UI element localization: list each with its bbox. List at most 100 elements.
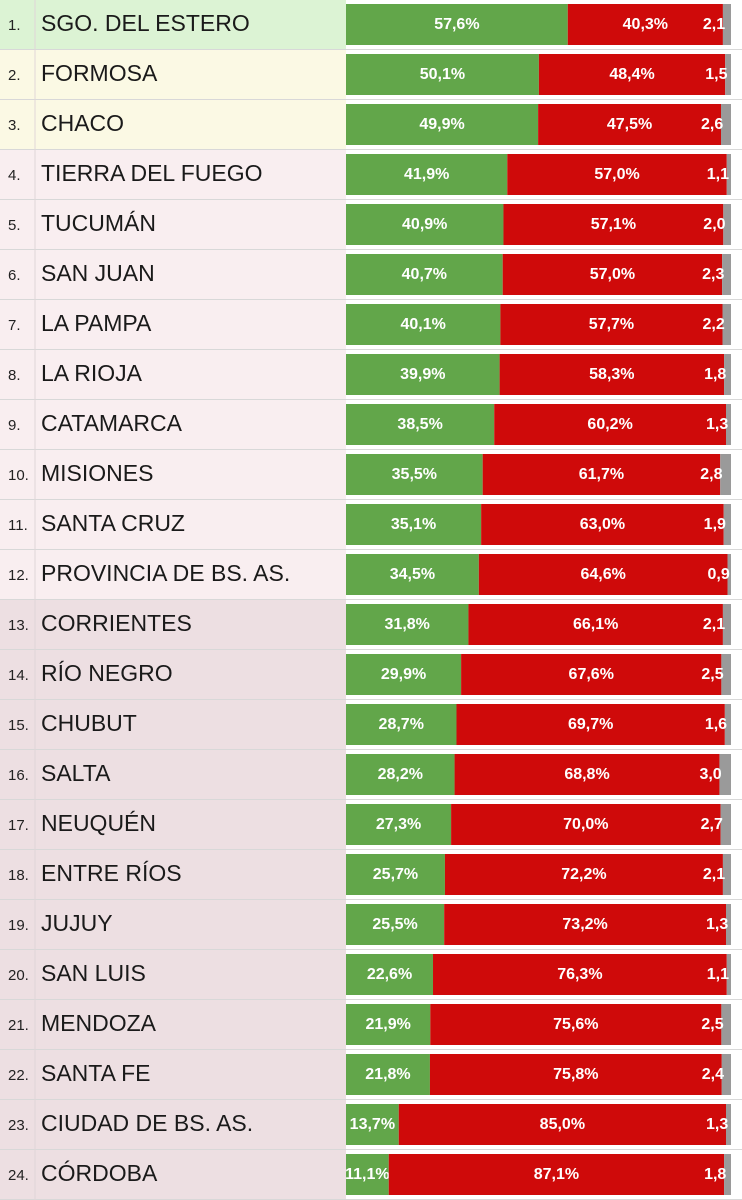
province-name: CORRIENTES	[41, 610, 192, 636]
bar-segment	[494, 404, 726, 445]
bar-segment	[346, 204, 504, 245]
bar-segment	[725, 904, 731, 945]
value-label: 57,7%	[589, 316, 634, 333]
rank-label: 3.	[8, 117, 21, 134]
province-name: ENTRE RÍOS	[41, 860, 182, 886]
value-label: 21,8%	[365, 1066, 410, 1083]
row-background	[0, 300, 346, 350]
row-background	[0, 250, 346, 300]
value-label: 35,5%	[392, 466, 437, 483]
bar-segment	[346, 804, 452, 845]
bar-segment	[724, 704, 731, 745]
value-label: 35,1%	[391, 516, 436, 533]
row-background	[0, 550, 346, 600]
value-label: 58,3%	[589, 366, 634, 383]
value-label: 1,6	[705, 716, 727, 733]
rank-label: 5.	[8, 217, 21, 234]
bar-segment	[346, 404, 495, 445]
value-label: 69,7%	[568, 716, 613, 733]
value-label: 61,7%	[579, 466, 624, 483]
rank-label: 2.	[8, 67, 21, 84]
value-label: 1,8	[704, 366, 726, 383]
bar-segment	[346, 454, 483, 495]
value-label: 63,0%	[580, 516, 625, 533]
bar-segment	[346, 754, 455, 795]
rank-label: 23.	[8, 1117, 29, 1134]
bar-segment	[346, 854, 445, 895]
province-name: LA PAMPA	[41, 310, 152, 336]
bar-segment	[722, 254, 731, 295]
value-label: 25,5%	[372, 916, 417, 933]
bar-segment	[346, 1154, 389, 1195]
value-label: 48,4%	[609, 66, 654, 83]
value-label: 2,1	[703, 16, 725, 33]
province-name: LA RIOJA	[41, 360, 143, 386]
bar-segment	[346, 1104, 399, 1145]
province-name: CHACO	[41, 110, 124, 136]
value-label: 0,9	[708, 566, 730, 583]
value-label: 34,5%	[390, 566, 435, 583]
row-background	[0, 450, 346, 500]
bar-segment	[499, 354, 725, 395]
bar-segment	[398, 1104, 726, 1145]
bar-segment	[429, 1054, 722, 1095]
rank-label: 8.	[8, 367, 21, 384]
bar-segment	[461, 654, 722, 695]
value-label: 2,0	[703, 216, 725, 233]
value-label: 2,8	[700, 466, 722, 483]
value-label: 75,6%	[553, 1016, 598, 1033]
province-name: TIERRA DEL FUEGO	[41, 160, 263, 186]
bar-segment	[433, 954, 727, 995]
bar-segment	[346, 654, 462, 695]
province-name: PROVINCIA DE BS. AS.	[41, 560, 290, 586]
bar-segment	[481, 504, 724, 545]
province-name: SANTA CRUZ	[41, 510, 185, 536]
value-label: 29,9%	[381, 666, 426, 683]
rank-label: 10.	[8, 467, 29, 484]
row-background	[0, 850, 346, 900]
province-name: JUJUY	[41, 910, 113, 936]
bar-segment	[500, 304, 723, 345]
bar-segment	[719, 754, 731, 795]
bar-segment	[346, 104, 539, 145]
bar-segment	[346, 4, 568, 45]
province-name: MISIONES	[41, 460, 153, 486]
value-label: 2,1	[703, 616, 725, 633]
value-label: 27,3%	[376, 816, 421, 833]
value-label: 1,5	[705, 66, 727, 83]
row-background	[0, 800, 346, 850]
value-label: 38,5%	[397, 416, 442, 433]
rank-label: 4.	[8, 167, 21, 184]
bar-segment	[346, 604, 469, 645]
value-label: 28,2%	[378, 766, 423, 783]
row-background	[0, 650, 346, 700]
value-label: 66,1%	[573, 616, 618, 633]
rank-label: 17.	[8, 817, 29, 834]
value-label: 57,0%	[594, 166, 639, 183]
bar-segment	[722, 304, 731, 345]
bar-segment	[720, 804, 731, 845]
bar-segment	[444, 904, 726, 945]
bar-segment	[346, 554, 479, 595]
bar-segment	[726, 154, 731, 195]
rank-label: 15.	[8, 717, 29, 734]
rank-label: 18.	[8, 867, 29, 884]
bar-segment	[346, 154, 508, 195]
bar-segment	[726, 954, 731, 995]
bar-segment	[346, 1054, 430, 1095]
value-label: 1,3	[706, 416, 728, 433]
value-label: 2,7	[701, 816, 723, 833]
bar-segment	[722, 4, 731, 45]
row-background	[0, 50, 346, 100]
value-label: 85,0%	[540, 1116, 585, 1133]
value-label: 73,2%	[562, 916, 607, 933]
bar-segment	[723, 504, 731, 545]
rank-label: 7.	[8, 317, 21, 334]
value-label: 50,1%	[420, 66, 465, 83]
value-label: 49,9%	[419, 116, 464, 133]
province-name: SAN LUIS	[41, 960, 146, 986]
row-background	[0, 150, 346, 200]
bar-segment	[468, 604, 723, 645]
province-name: CATAMARCA	[41, 410, 183, 436]
